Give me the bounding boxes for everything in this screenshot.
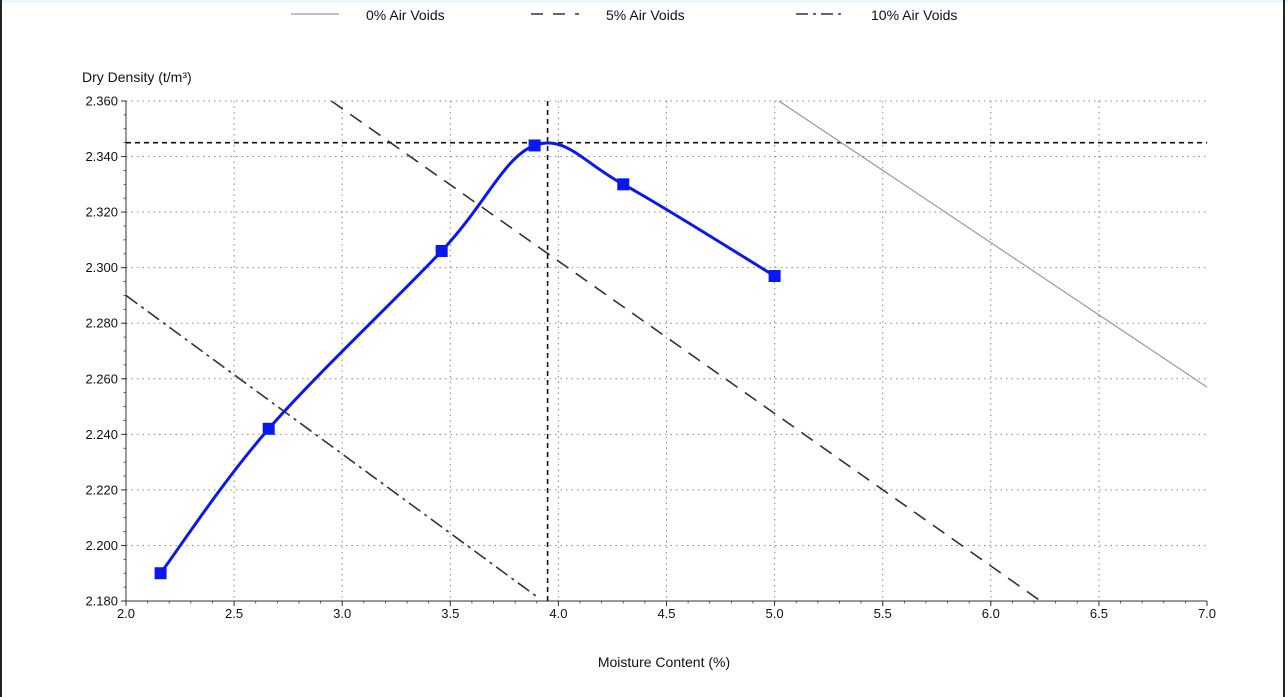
x-tick-label: 2.0 [117,606,135,621]
data-point-marker [262,422,275,435]
y-tick-label: 2.300 [85,260,118,275]
left-border [0,0,2,697]
data-point-marker [154,567,167,580]
legend-label: 0% Air Voids [366,7,445,23]
x-tick-label: 5.0 [766,606,784,621]
x-tick-label: 7.0 [1198,606,1216,621]
y-tick-label: 2.320 [85,205,118,220]
series [125,100,1208,602]
5-air-voids-line [330,100,1041,602]
y-tick-label: 2.200 [85,538,118,553]
data-point-marker [617,178,630,191]
compaction-curve [159,141,776,575]
x-tick-label: 5.5 [874,606,892,621]
x-tick-label: 6.0 [982,606,1000,621]
legend-label: 10% Air Voids [871,7,957,23]
x-tick-label: 4.5 [657,606,675,621]
y-tick-label: 2.180 [85,594,118,609]
x-tick-label: 6.5 [1090,606,1108,621]
y-tick-label: 2.240 [85,427,118,442]
y-tick-label: 2.220 [85,482,118,497]
right-border [1283,0,1285,697]
y-tick-label: 2.280 [85,316,118,331]
x-tick-label: 4.0 [549,606,567,621]
top-strip [0,0,1288,3]
axes: 2.0 2.5 3.0 3.5 4.0 4.5 5.0 5.5 6.0 6.5 7.0 2.180 2.… [85,94,1216,622]
10-air-voids-line [125,294,540,599]
grid [126,100,1207,601]
data-point-marker [768,270,781,282]
data-point-marker [435,245,448,257]
y-tick-label: 2.340 [85,149,118,164]
x-tick-label: 3.0 [333,606,351,621]
x-tick-label: 2.5 [225,606,243,621]
x-axis-label: Moisture Content (%) [598,654,730,670]
legend-label: 5% Air Voids [606,7,685,23]
y-axis-label: Dry Density (t/m³) [82,69,192,85]
y-tick-label: 2.260 [85,371,118,386]
legend: 0% Air Voids 5% Air Voids 10% Air Voids [291,7,957,23]
x-tick-label: 3.5 [441,606,459,621]
data-point-marker [528,139,541,152]
y-tick-label: 2.360 [85,94,118,109]
0-air-voids-line [778,100,1208,388]
